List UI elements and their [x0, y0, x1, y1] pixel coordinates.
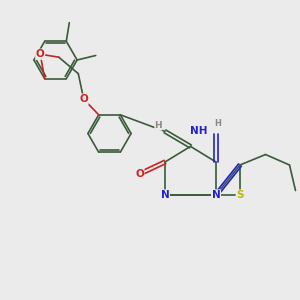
Text: NH: NH: [190, 125, 208, 136]
Text: H: H: [214, 119, 221, 128]
Text: O: O: [36, 49, 45, 59]
Text: N: N: [212, 190, 220, 200]
Text: N: N: [160, 190, 169, 200]
Text: S: S: [236, 190, 244, 200]
Text: O: O: [135, 169, 144, 179]
Text: O: O: [79, 94, 88, 104]
Text: H: H: [154, 122, 162, 130]
